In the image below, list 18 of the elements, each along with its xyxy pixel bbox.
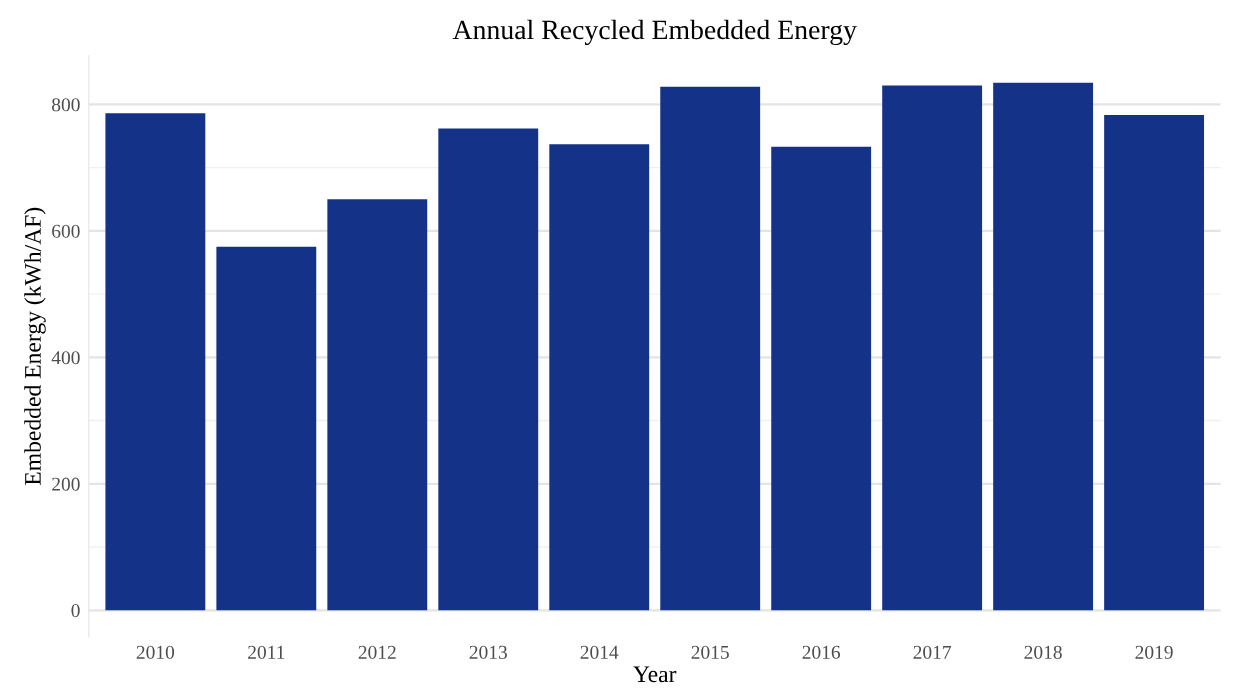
x-tick-label: 2018 (1024, 645, 1062, 659)
x-tick-label: 2019 (1135, 645, 1173, 659)
y-axis-title: Embedded Energy (kWh/AF) (24, 207, 46, 486)
x-tick-label: 2015 (691, 645, 729, 659)
x-tick-label: 2012 (358, 645, 396, 659)
x-axis-title: Year (633, 666, 677, 683)
chart-title: Annual Recycled Embedded Energy (452, 19, 857, 46)
x-tick-label: 2017 (913, 645, 952, 659)
y-tick-label: 600 (52, 224, 80, 238)
y-tick-label: 400 (51, 351, 80, 365)
x-tick-label: 2011 (248, 645, 285, 659)
y-tick-label: 200 (52, 477, 80, 491)
y-tick-label: 800 (52, 98, 80, 112)
x-tick-label: 2013 (469, 645, 507, 659)
x-tick-label: 2014 (580, 645, 619, 659)
x-tick-label: 2010 (136, 645, 175, 659)
x-tick-label: 2016 (802, 645, 841, 659)
y-tick-label: 0 (71, 604, 80, 618)
